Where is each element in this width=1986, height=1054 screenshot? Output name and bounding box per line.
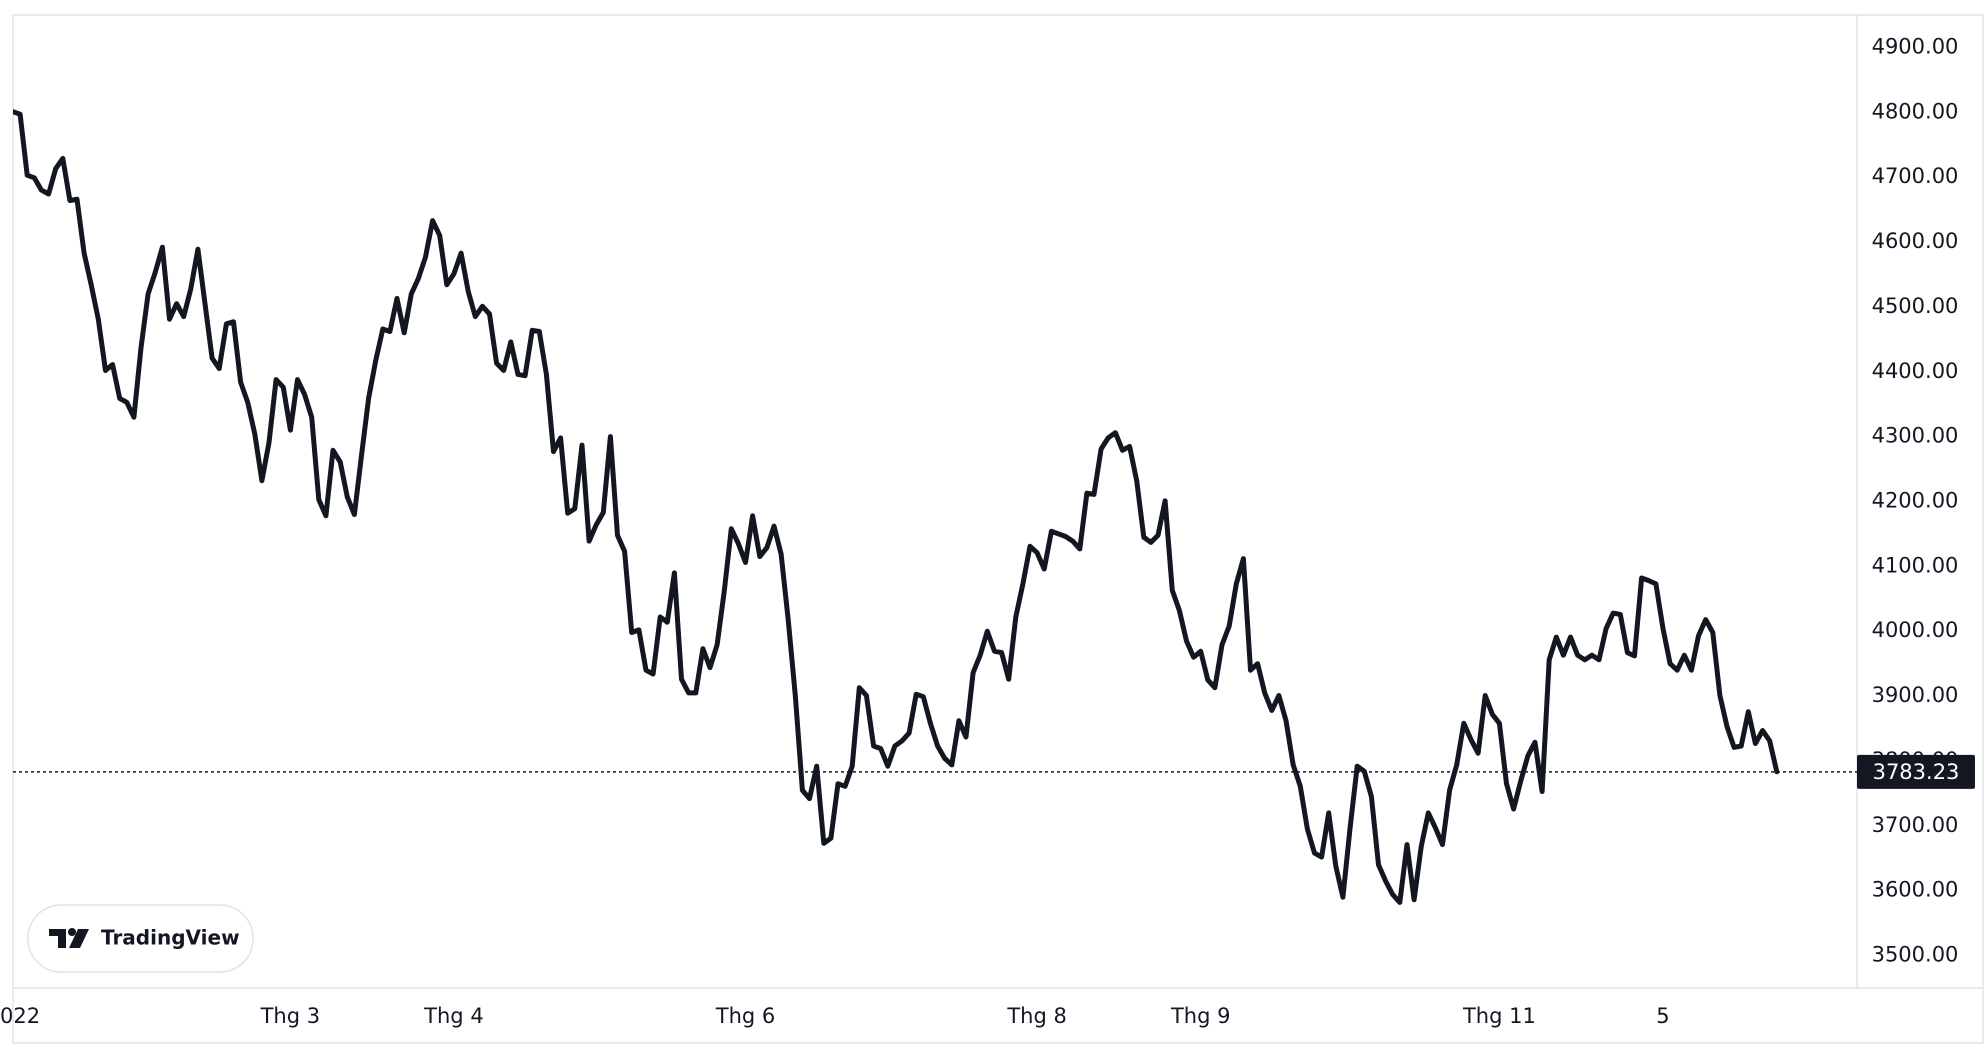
watermark-text: TradingView xyxy=(101,926,240,950)
plot-area xyxy=(13,109,1780,905)
price-line xyxy=(13,109,1780,905)
y-tick-label: 4200.00 xyxy=(1872,489,1959,513)
y-tick-label: 3900.00 xyxy=(1872,683,1959,707)
last-price-label: 3783.23 xyxy=(1873,760,1960,784)
x-tick-label: 5 xyxy=(1656,1004,1669,1028)
y-tick-label: 4600.00 xyxy=(1872,229,1959,253)
x-tick-label: Thg 3 xyxy=(260,1004,321,1028)
x-tick-label: Thg 8 xyxy=(1006,1004,1067,1028)
x-tick-label: Thg 6 xyxy=(715,1004,776,1028)
y-tick-label: 4800.00 xyxy=(1872,99,1959,123)
logo-part xyxy=(68,928,76,936)
logo-part xyxy=(49,929,66,936)
last-price-box xyxy=(1857,754,1975,789)
x-tick-label: Thg 4 xyxy=(423,1004,484,1028)
y-tick-label: 4400.00 xyxy=(1872,359,1959,383)
y-tick-label: 4900.00 xyxy=(1872,34,1959,58)
watermark: TradingView xyxy=(27,904,254,973)
logo-part xyxy=(69,929,89,948)
x-tick-label: Thg 11 xyxy=(1462,1004,1536,1028)
x-tick-label: Thg 9 xyxy=(1170,1004,1231,1028)
logo-part xyxy=(58,929,66,948)
y-tick-label: 4300.00 xyxy=(1872,424,1959,448)
y-tick-label: 4100.00 xyxy=(1872,553,1959,577)
y-tick-label: 4500.00 xyxy=(1872,294,1959,318)
y-tick-label: 3500.00 xyxy=(1872,943,1959,967)
frame xyxy=(12,14,1984,1044)
y-tick-label: 4000.00 xyxy=(1872,618,1959,642)
y-tick-label: 4700.00 xyxy=(1872,164,1959,188)
watermark-pill xyxy=(27,904,254,973)
x-tick-label: 022 xyxy=(0,1004,40,1028)
y-tick-label: 3700.00 xyxy=(1872,813,1959,837)
logo-icon xyxy=(49,928,89,948)
y-tick-label: 3600.00 xyxy=(1872,878,1959,902)
